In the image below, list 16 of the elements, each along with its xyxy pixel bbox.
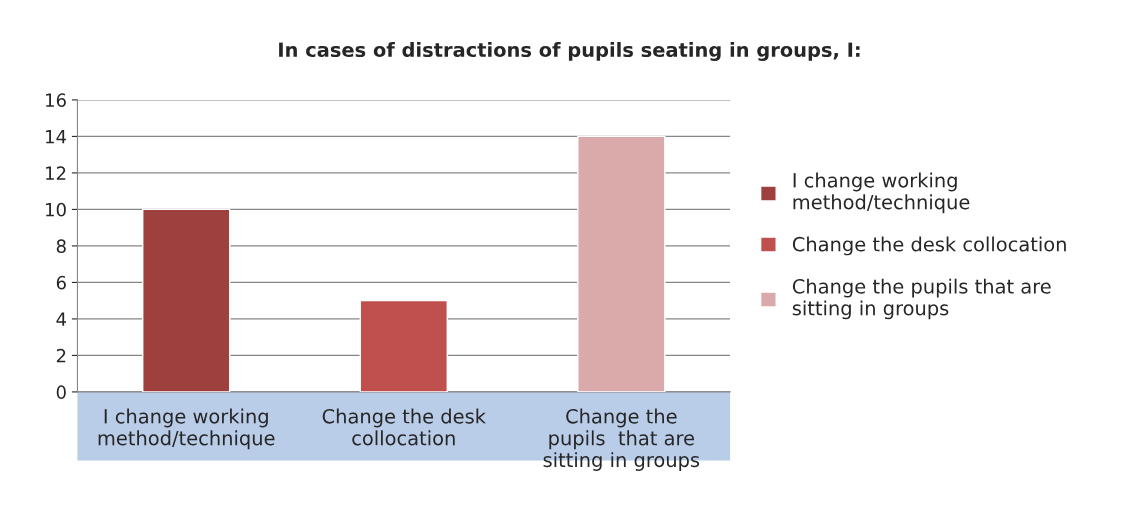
chart-title: In cases of distractions of pupils seating in groups, I:: [279, 42, 860, 61]
y-tick-label: 14: [46, 130, 67, 144]
y-tick-label: 4: [56, 312, 67, 326]
y-tick-label: 12: [46, 166, 66, 180]
y-tick-label: 16: [46, 93, 66, 108]
y-tick-label: 2: [56, 348, 66, 363]
x-tick-label: Change the desk collocation: [322, 408, 486, 446]
y-tick-label: 10: [46, 202, 66, 217]
y-tick-label: 6: [56, 275, 66, 290]
x-tick-label: Change the pupils that are sitting in groups: [543, 408, 700, 471]
legend-label: Change the desk collocation: [792, 236, 1066, 256]
legend-label: Change the pupils that are sitting in groups: [792, 278, 1051, 320]
x-tick-label: I change working method/technique: [98, 408, 275, 450]
y-tick-label: 8: [56, 239, 66, 254]
y-tick-label: 0: [56, 385, 66, 400]
legend-label: I change working method/technique: [793, 172, 970, 214]
